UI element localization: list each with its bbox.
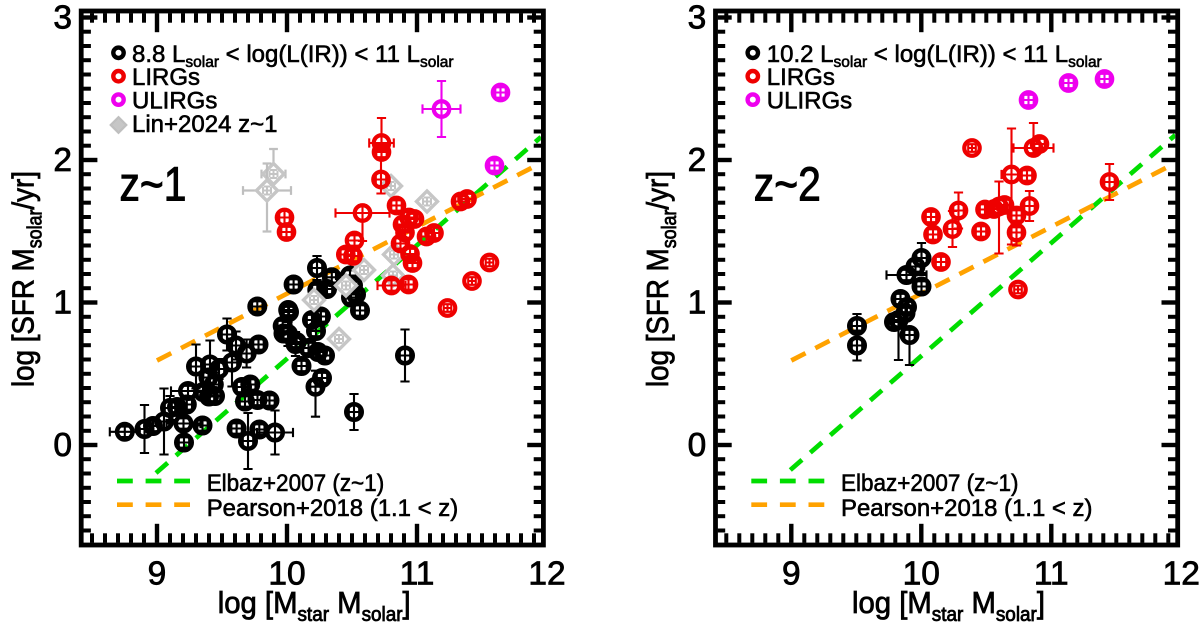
svg-text:11: 11: [400, 556, 435, 593]
svg-text:log [SFR Msolar/yr]: log [SFR Msolar/yr]: [640, 171, 681, 387]
svg-text:3: 3: [688, 0, 707, 36]
svg-text:9: 9: [782, 556, 801, 593]
svg-text:11: 11: [1034, 556, 1069, 593]
svg-text:Pearson+2018 (1.1 < z): Pearson+2018 (1.1 < z): [207, 495, 459, 522]
svg-text:ULIRGs: ULIRGs: [132, 88, 217, 115]
svg-text:12: 12: [528, 556, 565, 593]
svg-text:1: 1: [688, 284, 707, 321]
svg-text:Elbaz+2007 (z~1): Elbaz+2007 (z~1): [207, 470, 385, 497]
svg-text:ULIRGs: ULIRGs: [767, 88, 852, 115]
svg-text:8.8 Lsolar < log(L(IR)) < 11 L: 8.8 Lsolar < log(L(IR)) < 11 Lsolar: [132, 41, 454, 71]
svg-text:10: 10: [268, 556, 305, 593]
svg-text:10: 10: [903, 556, 940, 593]
svg-text:9: 9: [148, 556, 167, 593]
svg-text:Elbaz+2007 (z~1): Elbaz+2007 (z~1): [841, 470, 1019, 497]
svg-text:0: 0: [688, 427, 707, 464]
svg-text:10.2 Lsolar < log(L(IR)) < 11: 10.2 Lsolar < log(L(IR)) < 11 Lsolar: [767, 41, 1102, 71]
svg-text:log [SFR Msolar/yr]: log [SFR Msolar/yr]: [6, 171, 47, 387]
svg-text:z~2: z~2: [754, 159, 821, 212]
svg-text:0: 0: [53, 427, 72, 464]
svg-text:3: 3: [53, 0, 72, 36]
svg-text:12: 12: [1163, 556, 1200, 593]
svg-text:LIRGs: LIRGs: [767, 64, 835, 91]
svg-text:2: 2: [688, 142, 707, 179]
svg-text:Pearson+2018 (1.1 < z): Pearson+2018 (1.1 < z): [841, 495, 1093, 522]
svg-text:Lin+2024 z~1: Lin+2024 z~1: [132, 111, 277, 138]
svg-text:1: 1: [53, 284, 72, 321]
svg-text:z~1: z~1: [120, 159, 187, 212]
svg-text:LIRGs: LIRGs: [132, 64, 200, 91]
svg-text:2: 2: [53, 142, 72, 179]
